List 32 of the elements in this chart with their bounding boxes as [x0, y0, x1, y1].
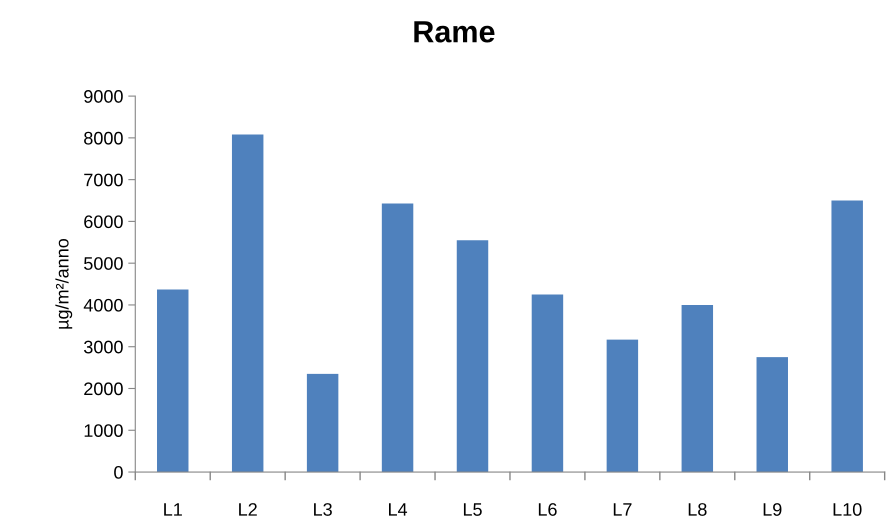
- x-tick-label: L9: [764, 503, 782, 516]
- bar: [831, 200, 863, 472]
- x-tick-label: L6: [538, 503, 557, 516]
- x-tick-label: L2: [239, 503, 257, 516]
- y-tick-label: 9000: [84, 90, 123, 103]
- bar: [456, 240, 488, 472]
- x-tick-label: L1: [164, 503, 182, 516]
- chart-title: Rame: [414, 21, 494, 43]
- y-tick-label: 0: [114, 466, 123, 479]
- y-tick-label: 3000: [84, 340, 123, 354]
- y-tick-label: 6000: [84, 215, 123, 228]
- bar: [756, 357, 788, 472]
- x-tick-label: L7: [614, 503, 632, 516]
- bar: [606, 340, 638, 472]
- y-tick-label: 1000: [84, 424, 123, 437]
- y-axis-title: µg/m²/anno: [55, 238, 72, 329]
- y-tick-label: 4000: [84, 298, 123, 312]
- x-tick-label: L3: [314, 503, 332, 516]
- y-tick-label: 8000: [84, 132, 123, 145]
- x-tick-label: L8: [688, 503, 707, 516]
- y-tick-label: 5000: [84, 257, 123, 270]
- bar: [382, 203, 414, 472]
- bar: [532, 294, 564, 472]
- bar: [157, 289, 188, 472]
- bar: [232, 134, 264, 472]
- x-tick-label: L5: [464, 503, 482, 516]
- bar: [682, 304, 714, 472]
- x-tick-label: L4: [389, 503, 408, 516]
- x-tick-label: L10: [834, 503, 862, 516]
- y-tick-label: 2000: [84, 382, 123, 396]
- y-tick-label: 7000: [84, 174, 123, 186]
- bar: [306, 374, 338, 472]
